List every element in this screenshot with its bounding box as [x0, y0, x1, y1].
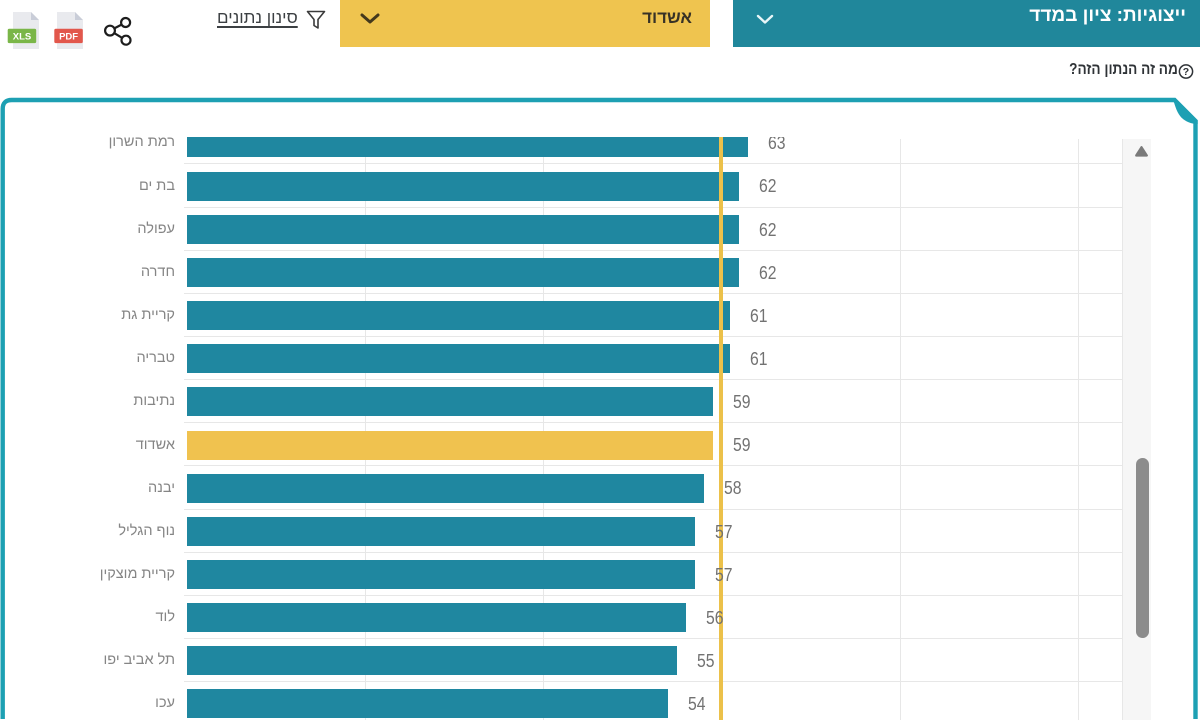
svg-text:?: ?: [1183, 66, 1189, 78]
svg-text:XLS: XLS: [13, 32, 31, 43]
svg-text:PDF: PDF: [59, 32, 78, 43]
